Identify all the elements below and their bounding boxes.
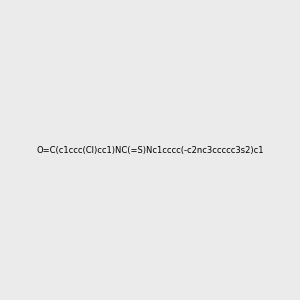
Text: O=C(c1ccc(Cl)cc1)NC(=S)Nc1cccc(-c2nc3ccccc3s2)c1: O=C(c1ccc(Cl)cc1)NC(=S)Nc1cccc(-c2nc3ccc…: [36, 146, 264, 154]
